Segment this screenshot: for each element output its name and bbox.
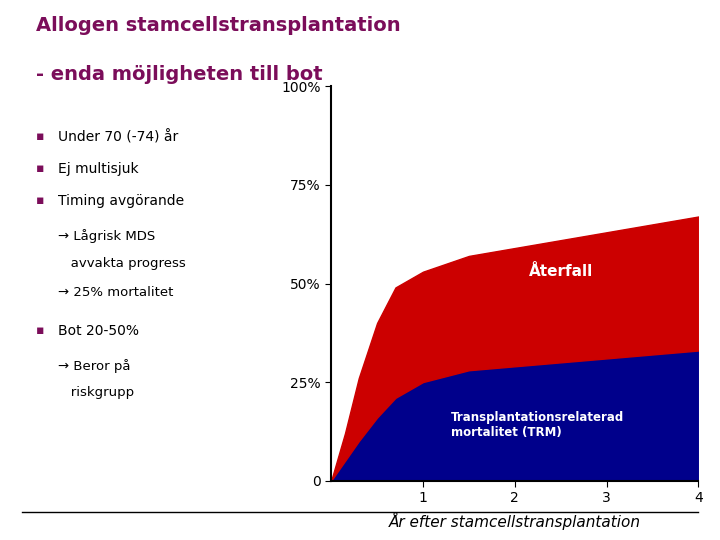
Text: Transplantationsrelaterad
mortalitet (TRM): Transplantationsrelaterad mortalitet (TR…	[451, 411, 624, 440]
Text: ▪: ▪	[36, 162, 45, 175]
Text: ▪: ▪	[36, 130, 45, 143]
Text: Under 70 (-74) år: Under 70 (-74) år	[58, 130, 178, 144]
Text: ▪: ▪	[36, 194, 45, 207]
Text: Allogen stamcellstransplantation: Allogen stamcellstransplantation	[36, 16, 400, 35]
Text: År efter stamcellstransplantation: År efter stamcellstransplantation	[389, 512, 641, 530]
Text: riskgrupp: riskgrupp	[58, 386, 134, 399]
Text: Återfall: Återfall	[528, 264, 593, 279]
Text: → 25% mortalitet: → 25% mortalitet	[58, 286, 173, 299]
Text: Timing avgörande: Timing avgörande	[58, 194, 184, 208]
Text: Ej multisjuk: Ej multisjuk	[58, 162, 138, 176]
Text: → Lågrisk MDS: → Lågrisk MDS	[58, 230, 155, 244]
Text: - enda möjligheten till bot: - enda möjligheten till bot	[36, 65, 323, 84]
Text: → Beror på: → Beror på	[58, 359, 130, 373]
Text: ▪: ▪	[36, 324, 45, 337]
Text: Bot 20-50%: Bot 20-50%	[58, 324, 138, 338]
Text: avvakta progress: avvakta progress	[58, 256, 185, 269]
